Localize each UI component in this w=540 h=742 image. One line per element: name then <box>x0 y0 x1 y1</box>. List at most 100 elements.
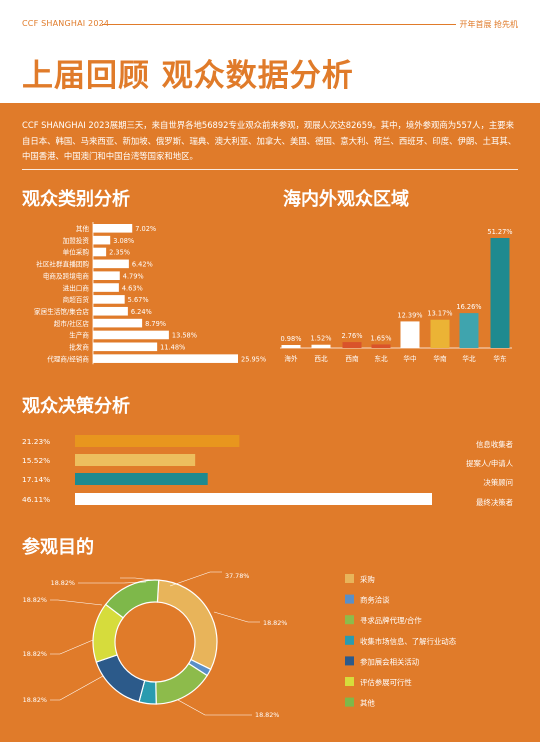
decision-value-label: 21.23% <box>22 437 50 446</box>
category-bar <box>93 259 129 269</box>
purpose-value-label: 37.78% <box>225 572 249 580</box>
intro-divider <box>22 169 518 170</box>
purpose-legend-label: 寻求品牌代理/合作 <box>360 616 422 625</box>
region-value-label: 51.27% <box>487 228 512 236</box>
category-bar <box>93 330 169 340</box>
category-value-label: 4.63% <box>122 284 143 292</box>
purpose-legend-label: 其他 <box>360 699 375 708</box>
purpose-leader-line <box>120 577 153 581</box>
category-value-label: 7.02% <box>135 225 156 233</box>
purpose-legend-swatch <box>345 635 354 645</box>
category-value-label: 3.08% <box>113 237 134 245</box>
category-value-label: 6.42% <box>132 261 153 269</box>
purpose-legend-label: 商务洽谈 <box>360 596 390 605</box>
section-title-purpose: 参观目的 <box>22 537 94 558</box>
category-bar <box>93 271 120 280</box>
region-bar <box>400 321 420 348</box>
region-bar <box>311 344 331 348</box>
decision-bar <box>75 435 240 447</box>
category-tick-label: 商超百货 <box>63 295 90 304</box>
purpose-value-label: 18.82% <box>255 711 279 719</box>
purpose-leader-line <box>50 599 103 606</box>
category-value-label: 13.58% <box>172 332 197 340</box>
category-tick-label: 加盟投资 <box>63 236 90 245</box>
purpose-legend-swatch <box>345 677 354 686</box>
region-tick-label: 东北 <box>374 354 388 363</box>
region-tick-label: 华南 <box>433 354 447 363</box>
category-tick-label: 进出口商 <box>63 283 90 292</box>
region-value-label: 13.17% <box>427 310 452 318</box>
region-value-label: 12.39% <box>397 311 422 319</box>
decision-bar <box>75 493 432 505</box>
region-bar <box>281 345 301 348</box>
decision-tick-label: 信息收集者 <box>476 440 513 449</box>
region-tick-label: 西南 <box>345 354 359 363</box>
region-tick-label: 华中 <box>403 354 416 363</box>
purpose-legend-label: 参加展会相关活动 <box>360 657 419 666</box>
region-bar <box>459 313 479 348</box>
purpose-value-label: 18.82% <box>23 596 47 604</box>
decision-value-label: 46.11% <box>22 495 50 504</box>
decision-bar <box>75 454 196 466</box>
decision-tick-label: 决策顾问 <box>483 478 513 487</box>
region-value-label: 0.98% <box>281 335 302 343</box>
purpose-slice <box>95 654 146 703</box>
region-tick-label: 华东 <box>493 354 507 363</box>
purpose-value-label: 18.82% <box>23 650 47 658</box>
category-bar <box>93 247 107 257</box>
category-value-label: 5.67% <box>128 296 149 304</box>
decision-value-label: 15.52% <box>22 456 50 465</box>
region-tick-label: 海外 <box>284 354 298 363</box>
purpose-legend-label: 采购 <box>360 575 375 584</box>
category-tick-label: 代理商/经销商 <box>47 354 89 363</box>
purpose-legend-label: 收集市场信息、了解行业动态 <box>360 637 457 646</box>
purpose-slice <box>104 579 160 619</box>
category-bar <box>93 318 143 328</box>
decision-tick-label: 提案人/申请人 <box>466 459 513 468</box>
category-tick-label: 生产商 <box>69 331 89 340</box>
region-bar <box>342 342 362 348</box>
purpose-leader-line <box>78 581 147 584</box>
region-value-label: 2.76% <box>342 332 363 340</box>
region-tick-label: 西北 <box>314 355 328 363</box>
section-title-region: 海内外观众区域 <box>283 189 409 210</box>
purpose-legend-label: 评估参展可行性 <box>360 678 412 687</box>
category-tick-label: 其他 <box>76 224 90 233</box>
category-value-label: 8.79% <box>145 320 166 328</box>
decision-tick-label: 最终决策者 <box>476 498 513 507</box>
category-bar <box>93 235 111 245</box>
purpose-legend-swatch <box>345 656 354 666</box>
purpose-legend-swatch <box>345 594 354 604</box>
category-value-label: 11.48% <box>160 344 185 352</box>
section-title-category: 观众类别分析 <box>22 189 130 210</box>
category-tick-label: 单位采购 <box>63 248 90 257</box>
decision-value-label: 17.14% <box>22 475 50 484</box>
region-tick-label: 华北 <box>462 354 476 363</box>
category-tick-label: 批发商 <box>69 343 89 352</box>
decision-bar <box>75 473 208 485</box>
category-tick-label: 家居生活馆/集合店 <box>34 307 89 316</box>
purpose-leader-line <box>50 639 94 655</box>
purpose-leader-line <box>177 699 252 716</box>
header-rule <box>102 24 456 25</box>
category-bar <box>93 224 133 233</box>
purpose-leader-line <box>213 611 260 623</box>
purpose-value-label: 18.82% <box>23 696 47 704</box>
purpose-value-label: 18.82% <box>263 619 287 627</box>
category-value-label: 6.24% <box>131 308 152 316</box>
category-tick-label: 超市/社区店 <box>54 319 90 328</box>
region-bar <box>430 319 450 348</box>
section-title-decision: 观众决策分析 <box>22 396 130 417</box>
region-bar <box>371 344 391 348</box>
category-value-label: 4.79% <box>123 272 144 280</box>
category-bar <box>93 295 125 304</box>
category-tick-label: 电商及跨境电商 <box>43 271 90 280</box>
purpose-leader-line <box>50 675 104 701</box>
category-tick-label: 社区社群直播团购 <box>36 260 89 269</box>
region-value-label: 16.26% <box>456 303 481 311</box>
category-bar <box>93 342 158 352</box>
